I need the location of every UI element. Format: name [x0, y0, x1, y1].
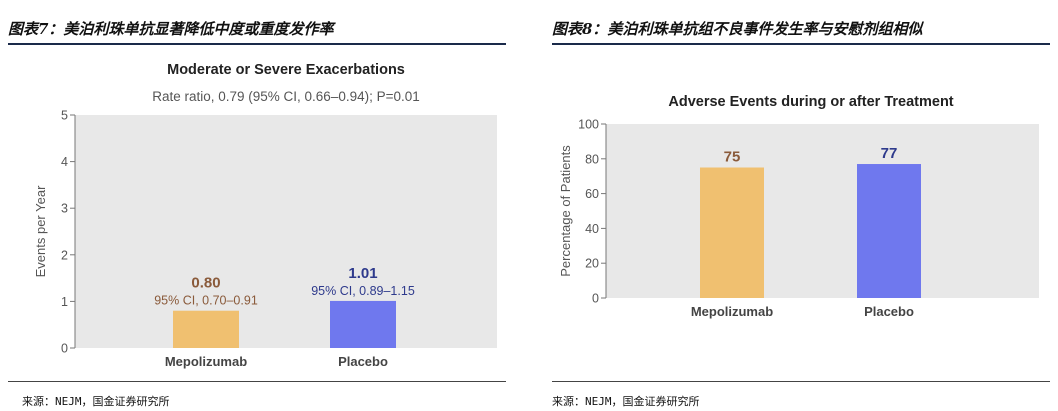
y-tick-label: 5: [61, 109, 68, 123]
x-category-label: Placebo: [338, 354, 388, 369]
chart-title: Adverse Events during or after Treatment: [668, 94, 953, 110]
y-tick-label: 4: [61, 155, 68, 169]
y-tick-label: 1: [61, 295, 68, 309]
plot-area: [606, 124, 1039, 298]
source-divider-left: [8, 381, 506, 382]
chart-title: Moderate or Severe Exacerbations: [167, 62, 405, 78]
y-tick-label: 20: [585, 257, 599, 271]
value-label: 75: [724, 149, 741, 166]
x-category-label: Mepolizumab: [691, 304, 773, 319]
bar-mepolizumab: [173, 310, 239, 348]
y-tick-label: 3: [61, 202, 68, 216]
y-tick-label: 80: [585, 152, 599, 166]
bar-placebo: [857, 164, 921, 298]
figure-7-caption: 图表7：美泊利珠单抗显著降低中度或重度发作率: [8, 20, 334, 38]
caption-divider-right: [552, 43, 1050, 45]
source-divider-right: [552, 381, 1050, 382]
value-label: 1.01: [348, 265, 377, 282]
value-label: 77: [881, 145, 898, 162]
y-tick-label: 0: [592, 292, 599, 306]
bar-placebo: [330, 300, 396, 348]
caption-divider-left: [8, 43, 506, 45]
y-tick-label: 40: [585, 222, 599, 236]
bar-mepolizumab: [700, 167, 764, 298]
value-label: 0.80: [191, 275, 220, 292]
x-category-label: Placebo: [864, 304, 914, 319]
figure-7-source: 来源：NEJM，国金证券研究所: [22, 395, 170, 408]
y-axis-label: Events per Year: [33, 185, 48, 277]
figure-8-source: 来源：NEJM，国金证券研究所: [552, 395, 700, 408]
ci-label: 95% CI, 0.89–1.15: [311, 284, 415, 298]
y-tick-label: 2: [61, 248, 68, 262]
y-axis-label: Percentage of Patients: [558, 145, 573, 277]
y-tick-label: 60: [585, 187, 599, 201]
y-tick-label: 0: [61, 342, 68, 356]
ci-label: 95% CI, 0.70–0.91: [154, 294, 258, 308]
figure-8-caption: 图表8：美泊利珠单抗组不良事件发生率与安慰剂组相似: [552, 20, 923, 38]
exacerbations-chart: Moderate or Severe Exacerbations Rate rat…: [33, 62, 497, 369]
y-tick-label: 100: [578, 118, 599, 132]
chart-subtitle: Rate ratio, 0.79 (95% CI, 0.66–0.94); P=…: [152, 89, 420, 104]
plot-area: [75, 115, 497, 348]
adverse-events-chart: Adverse Events during or after Treatment…: [558, 94, 1039, 319]
x-category-label: Mepolizumab: [165, 354, 247, 369]
